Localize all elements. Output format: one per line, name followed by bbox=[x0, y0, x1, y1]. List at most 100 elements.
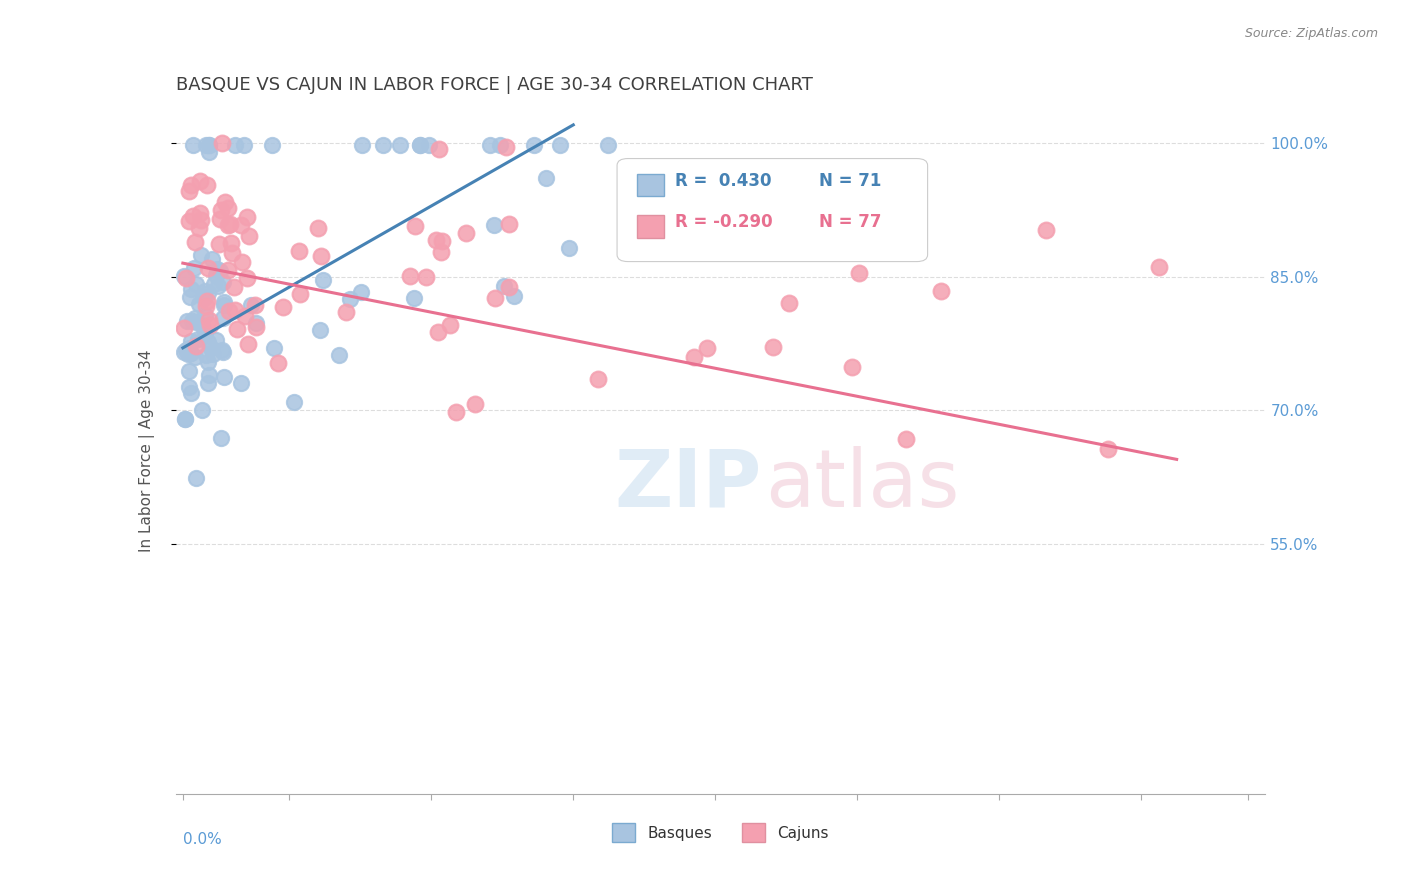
Cajuns bbox=[929, 284, 952, 298]
Cajuns bbox=[267, 356, 290, 370]
Cajuns bbox=[429, 244, 451, 259]
Basques bbox=[207, 261, 229, 276]
Basques bbox=[494, 278, 516, 293]
Point bbox=[183, 137, 205, 152]
FancyBboxPatch shape bbox=[637, 174, 664, 196]
Basques bbox=[195, 348, 218, 362]
Basques bbox=[202, 277, 225, 291]
Basques bbox=[328, 348, 350, 362]
Basques bbox=[557, 241, 579, 255]
Cajuns bbox=[195, 178, 218, 193]
Basques bbox=[198, 145, 221, 160]
Cajuns bbox=[245, 319, 267, 334]
Basques bbox=[173, 411, 195, 425]
Cajuns bbox=[238, 337, 260, 351]
Basques bbox=[177, 380, 200, 394]
Cajuns bbox=[187, 220, 209, 235]
Cajuns bbox=[1097, 442, 1119, 456]
Basques bbox=[193, 291, 215, 305]
Point bbox=[598, 137, 620, 152]
Text: N = 71: N = 71 bbox=[818, 171, 882, 189]
Point bbox=[548, 137, 571, 152]
Cajuns bbox=[221, 245, 243, 260]
Basques bbox=[180, 345, 202, 359]
Basques bbox=[212, 370, 235, 384]
Cajuns bbox=[288, 287, 311, 301]
Basques bbox=[179, 364, 201, 378]
FancyBboxPatch shape bbox=[617, 159, 928, 261]
Text: N = 77: N = 77 bbox=[818, 213, 882, 231]
Cajuns bbox=[219, 235, 242, 250]
Cajuns bbox=[209, 203, 232, 218]
Cajuns bbox=[226, 321, 249, 335]
Basques bbox=[534, 171, 557, 186]
Cajuns bbox=[214, 194, 236, 209]
Cajuns bbox=[197, 260, 219, 275]
Cajuns bbox=[432, 234, 454, 248]
Cajuns bbox=[188, 206, 211, 220]
Cajuns bbox=[762, 340, 785, 354]
Point bbox=[197, 137, 219, 152]
Cajuns bbox=[218, 304, 240, 318]
Basques bbox=[183, 261, 205, 276]
Basques bbox=[184, 277, 207, 291]
Cajuns bbox=[188, 174, 211, 188]
Cajuns bbox=[398, 269, 420, 284]
Cajuns bbox=[427, 142, 450, 156]
Cajuns bbox=[236, 270, 259, 285]
Basques bbox=[184, 471, 207, 485]
Cajuns bbox=[231, 255, 253, 269]
Basques bbox=[482, 218, 505, 232]
Basques bbox=[180, 282, 202, 296]
Cajuns bbox=[307, 220, 329, 235]
Basques bbox=[197, 285, 219, 300]
Basques bbox=[349, 285, 371, 299]
Basques bbox=[194, 284, 217, 298]
Basques bbox=[190, 247, 212, 261]
Cajuns bbox=[179, 214, 201, 228]
Text: BASQUE VS CAJUN IN LABOR FORCE | AGE 30-34 CORRELATION CHART: BASQUE VS CAJUN IN LABOR FORCE | AGE 30-… bbox=[176, 77, 813, 95]
Basques bbox=[205, 333, 228, 347]
Cajuns bbox=[439, 318, 461, 333]
Basques bbox=[312, 273, 335, 287]
Basques bbox=[201, 252, 224, 266]
Point bbox=[198, 137, 221, 152]
Cajuns bbox=[288, 244, 311, 259]
Cajuns bbox=[181, 209, 204, 223]
Cajuns bbox=[190, 213, 212, 227]
Basques bbox=[212, 345, 235, 359]
Cajuns bbox=[464, 397, 486, 411]
Basques bbox=[200, 341, 222, 355]
Legend: Basques, Cajuns: Basques, Cajuns bbox=[606, 817, 835, 848]
Point bbox=[409, 137, 432, 152]
Point bbox=[389, 137, 412, 152]
Text: 0.0%: 0.0% bbox=[183, 831, 222, 847]
Text: R = -0.290: R = -0.290 bbox=[675, 213, 772, 231]
Cajuns bbox=[778, 296, 800, 310]
Cajuns bbox=[696, 341, 718, 355]
Basques bbox=[212, 311, 235, 326]
Point bbox=[488, 137, 510, 152]
Cajuns bbox=[335, 305, 357, 319]
Basques bbox=[263, 341, 285, 355]
Cajuns bbox=[495, 140, 517, 154]
Cajuns bbox=[209, 212, 232, 227]
Basques bbox=[194, 326, 217, 340]
Cajuns bbox=[184, 339, 207, 353]
Cajuns bbox=[415, 270, 437, 285]
Cajuns bbox=[173, 320, 195, 334]
Cajuns bbox=[245, 298, 267, 312]
Point bbox=[522, 137, 544, 152]
Basques bbox=[179, 342, 201, 356]
Basques bbox=[197, 354, 219, 368]
Basques bbox=[197, 368, 219, 383]
Basques bbox=[187, 297, 209, 311]
Basques bbox=[191, 403, 214, 417]
Cajuns bbox=[195, 294, 218, 309]
Cajuns bbox=[586, 372, 609, 386]
Cajuns bbox=[194, 299, 217, 313]
Cajuns bbox=[198, 313, 221, 327]
Basques bbox=[180, 385, 202, 400]
Point bbox=[371, 137, 394, 152]
Basques bbox=[190, 318, 212, 333]
